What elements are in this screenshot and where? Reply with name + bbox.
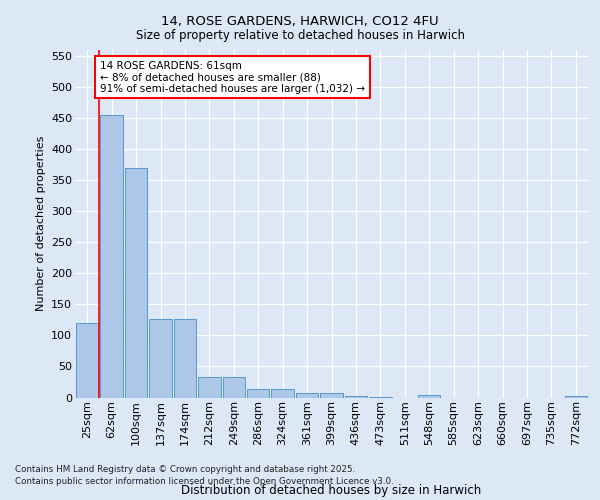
Bar — [344, 396, 367, 398]
Bar — [173, 318, 196, 398]
Bar — [76, 323, 98, 398]
Bar — [223, 377, 245, 398]
Text: Contains HM Land Registry data © Crown copyright and database right 2025.: Contains HM Land Registry data © Crown c… — [15, 466, 355, 474]
X-axis label: Distribution of detached houses by size in Harwich: Distribution of detached houses by size … — [181, 484, 482, 498]
Bar — [320, 392, 343, 398]
Bar — [565, 396, 587, 398]
Bar — [149, 318, 172, 398]
Bar — [198, 377, 221, 398]
Text: Contains public sector information licensed under the Open Government Licence v3: Contains public sector information licen… — [15, 476, 394, 486]
Text: 14, ROSE GARDENS, HARWICH, CO12 4FU: 14, ROSE GARDENS, HARWICH, CO12 4FU — [161, 15, 439, 28]
Bar — [418, 395, 440, 398]
Bar — [296, 392, 319, 398]
Bar — [125, 168, 148, 398]
Text: Size of property relative to detached houses in Harwich: Size of property relative to detached ho… — [136, 29, 464, 42]
Bar — [247, 389, 269, 398]
Bar — [369, 397, 392, 398]
Y-axis label: Number of detached properties: Number of detached properties — [35, 136, 46, 312]
Bar — [271, 389, 294, 398]
Bar — [100, 115, 123, 398]
Text: 14 ROSE GARDENS: 61sqm
← 8% of detached houses are smaller (88)
91% of semi-deta: 14 ROSE GARDENS: 61sqm ← 8% of detached … — [100, 60, 365, 94]
